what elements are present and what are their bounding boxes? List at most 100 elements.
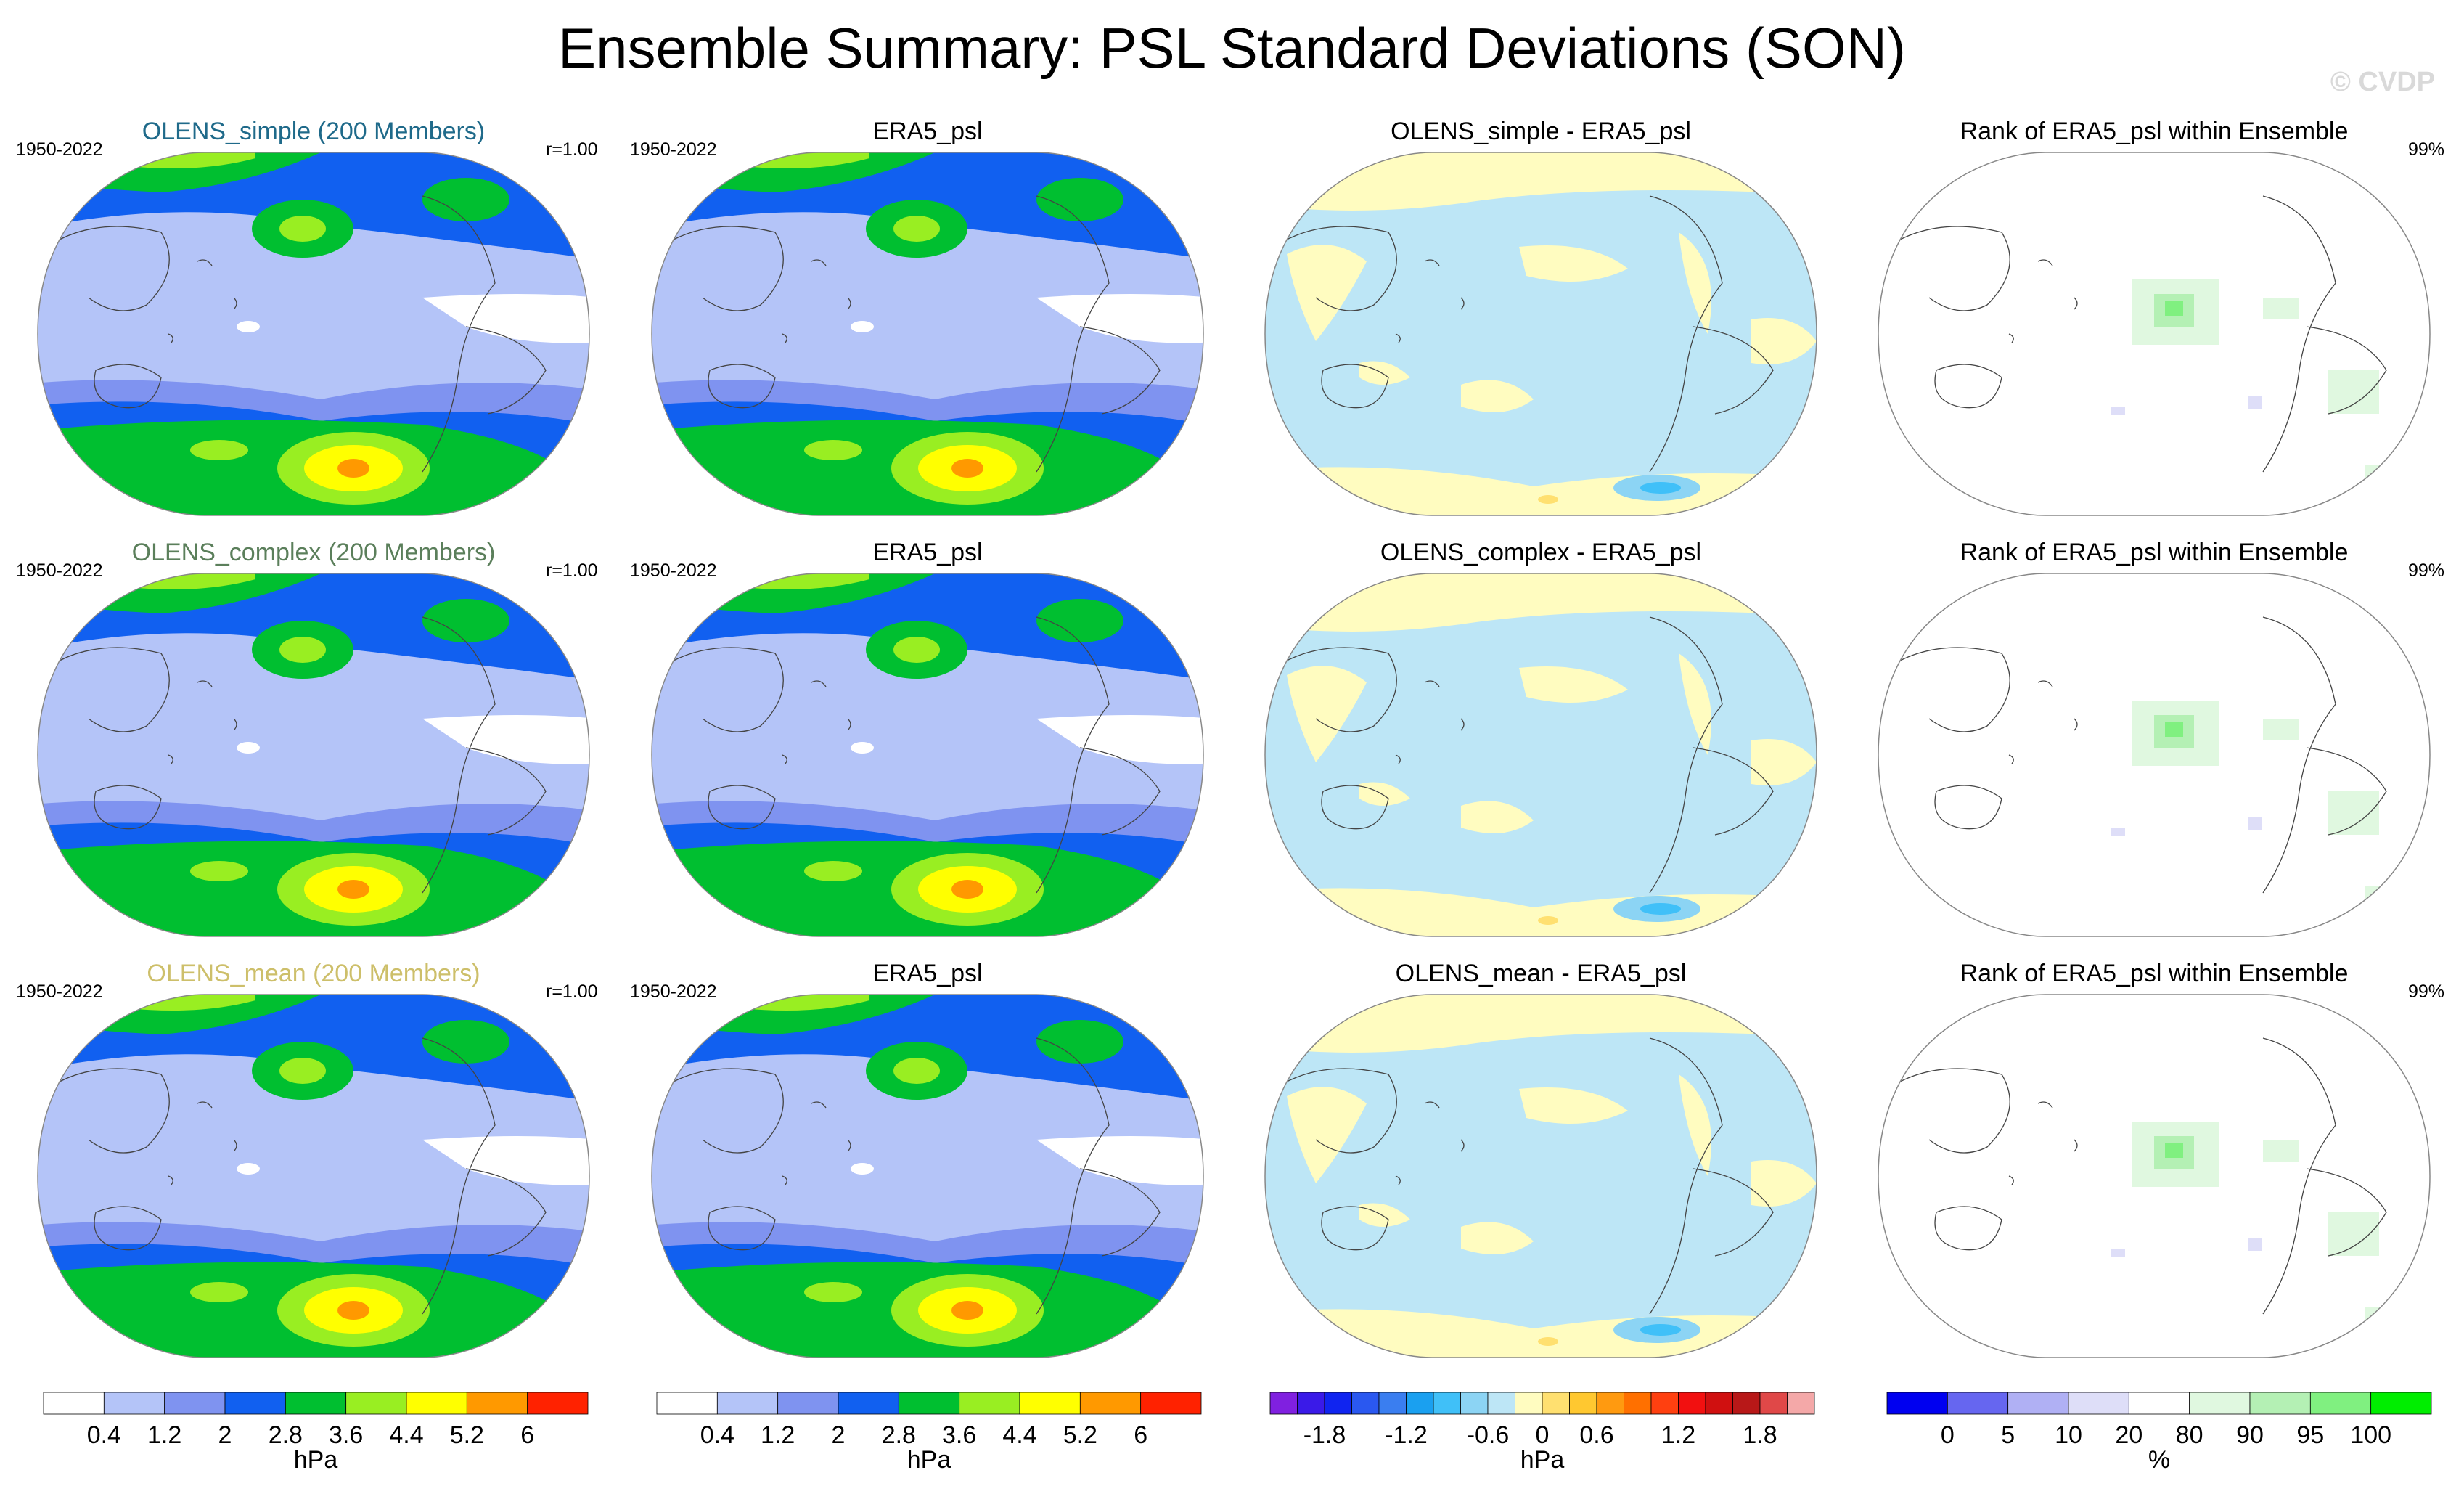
colorbar-2-swatch <box>777 1392 839 1415</box>
colorbar-2-tick-label: 4.4 <box>1002 1421 1037 1449</box>
colorbar-4-tick-label: 10 <box>2055 1421 2082 1449</box>
colorbar-3-unit: hPa <box>1520 1446 1565 1474</box>
colorbar-2-tick-label: 6 <box>1134 1421 1148 1449</box>
colorbar-3-tick-label: 1.2 <box>1661 1421 1696 1449</box>
colorbar-3-swatch <box>1324 1392 1352 1415</box>
colorbar-2-swatch <box>656 1392 718 1415</box>
colorbar-2-tick-label: 2.8 <box>881 1421 916 1449</box>
colorbar-3-swatch <box>1378 1392 1407 1415</box>
colorbar-3-tick-label: -1.2 <box>1385 1421 1428 1449</box>
colorbar-4-swatch <box>2309 1392 2372 1415</box>
period-label-r2-obs: 1950-2022 <box>630 560 717 581</box>
colorbar-3-tick-label: 1.8 <box>1743 1421 1777 1449</box>
colorbar-1-tick-label: 1.2 <box>147 1421 182 1449</box>
colorbar-3-swatch <box>1460 1392 1489 1415</box>
panel-title-r3-rank: Rank of ERA5_psl within Ensemble <box>1960 960 2349 987</box>
colorbar-1-swatch <box>406 1392 467 1415</box>
colorbar-3-tick-label: 0 <box>1535 1421 1550 1449</box>
colorbar-2-stddev <box>656 1392 1202 1415</box>
colorbar-4-swatch <box>2007 1392 2069 1415</box>
colorbar-4-swatch <box>1886 1392 1948 1415</box>
corr-label-r3: r=1.00 <box>546 981 598 1002</box>
rank-pct-r2: 99% <box>2408 560 2445 581</box>
colorbar-1-swatch <box>345 1392 407 1415</box>
colorbar-4-swatch <box>2128 1392 2190 1415</box>
corr-label-r1: r=1.00 <box>546 139 598 160</box>
period-label-r3-obs: 1950-2022 <box>630 981 717 1002</box>
colorbar-2-tick-label: 0.4 <box>700 1421 734 1449</box>
colorbar-1-swatch <box>527 1392 589 1415</box>
colorbar-3-swatch <box>1433 1392 1461 1415</box>
panel-title-r3-obs: ERA5_psl <box>872 960 983 987</box>
rank-pct-r3: 99% <box>2408 981 2445 1002</box>
colorbar-3-diff <box>1269 1392 1815 1415</box>
colorbar-4-tick-label: 90 <box>2236 1421 2264 1449</box>
period-label-r2-ensemble: 1950-2022 <box>16 560 103 581</box>
map-border-r3-diff <box>1264 994 1817 1358</box>
map-panel-r1-diff <box>1265 152 1817 515</box>
map-border-r3-ensemble <box>37 994 590 1358</box>
colorbar-2-swatch <box>898 1392 960 1415</box>
colorbar-1-tick-label: 2.8 <box>268 1421 303 1449</box>
colorbar-3-swatch <box>1732 1392 1761 1415</box>
colorbar-1-unit: hPa <box>293 1446 338 1474</box>
colorbar-2-swatch <box>1079 1392 1142 1415</box>
map-panel-r2-obs <box>652 573 1203 936</box>
colorbar-4-tick-label: 20 <box>2115 1421 2143 1449</box>
colorbar-4-swatch <box>2370 1392 2432 1415</box>
panel-title-r1-diff: OLENS_simple - ERA5_psl <box>1391 118 1691 145</box>
colorbar-3-swatch <box>1678 1392 1706 1415</box>
colorbar-2-tick-label: 2 <box>831 1421 846 1449</box>
colorbar-1-tick-label: 6 <box>520 1421 535 1449</box>
colorbar-2-tick-label: 1.2 <box>761 1421 795 1449</box>
period-label-r1-obs: 1950-2022 <box>630 139 717 160</box>
panel-title-r3-diff: OLENS_mean - ERA5_psl <box>1395 960 1687 987</box>
panel-title-r1-ensemble: OLENS_simple (200 Members) <box>142 118 486 145</box>
colorbar-1-swatch <box>224 1392 286 1415</box>
colorbar-3-tick-label: 0.6 <box>1579 1421 1614 1449</box>
map-panel-r1-ensemble <box>38 152 589 515</box>
colorbar-4-tick-label: 95 <box>2296 1421 2325 1449</box>
colorbar-1-tick-label: 4.4 <box>389 1421 424 1449</box>
colorbar-3-swatch <box>1596 1392 1624 1415</box>
panel-title-r1-rank: Rank of ERA5_psl within Ensemble <box>1960 118 2349 145</box>
colorbar-3-tick-label: -1.8 <box>1303 1421 1346 1449</box>
colorbar-1-stddev <box>43 1392 589 1415</box>
colorbar-3-swatch <box>1487 1392 1515 1415</box>
map-border-r2-ensemble <box>37 573 590 937</box>
rank-pct-r1: 99% <box>2408 139 2445 160</box>
figure-title: Ensemble Summary: PSL Standard Deviation… <box>558 16 1906 80</box>
colorbar-3-swatch <box>1297 1392 1325 1415</box>
colorbar-4-swatch <box>1947 1392 2009 1415</box>
colorbar-3-swatch <box>1705 1392 1733 1415</box>
colorbar-3-swatch <box>1624 1392 1652 1415</box>
map-border-r1-rank <box>1878 152 2431 516</box>
colorbar-2-tick-label: 5.2 <box>1063 1421 1097 1449</box>
colorbar-1-swatch <box>466 1392 528 1415</box>
map-panel-r3-diff <box>1265 995 1817 1358</box>
colorbar-4-tick-label: 100 <box>2350 1421 2392 1449</box>
map-border-r2-rank <box>1878 573 2431 937</box>
colorbar-4-tick-label: 5 <box>2001 1421 2015 1449</box>
colorbar-3-swatch <box>1542 1392 1570 1415</box>
colorbar-2-swatch <box>959 1392 1020 1415</box>
period-label-r1-ensemble: 1950-2022 <box>16 139 103 160</box>
colorbar-2-tick-label: 3.6 <box>942 1421 977 1449</box>
map-border-r3-obs <box>651 994 1204 1358</box>
colorbar-3-swatch <box>1787 1392 1815 1415</box>
colorbar-2-swatch <box>716 1392 779 1415</box>
map-panel-r2-ensemble <box>38 573 589 936</box>
panel-title-r1-obs: ERA5_psl <box>872 118 983 145</box>
copyright-watermark: © CVDP <box>2330 67 2435 97</box>
map-panel-r3-obs <box>652 995 1203 1358</box>
colorbar-4-tick-label: 0 <box>1940 1421 1955 1449</box>
map-panel-r3-ensemble <box>38 995 589 1358</box>
panel-title-r2-ensemble: OLENS_complex (200 Members) <box>131 539 496 566</box>
colorbar-2-swatch <box>1019 1392 1081 1415</box>
map-panel-r1-rank <box>1878 152 2430 515</box>
